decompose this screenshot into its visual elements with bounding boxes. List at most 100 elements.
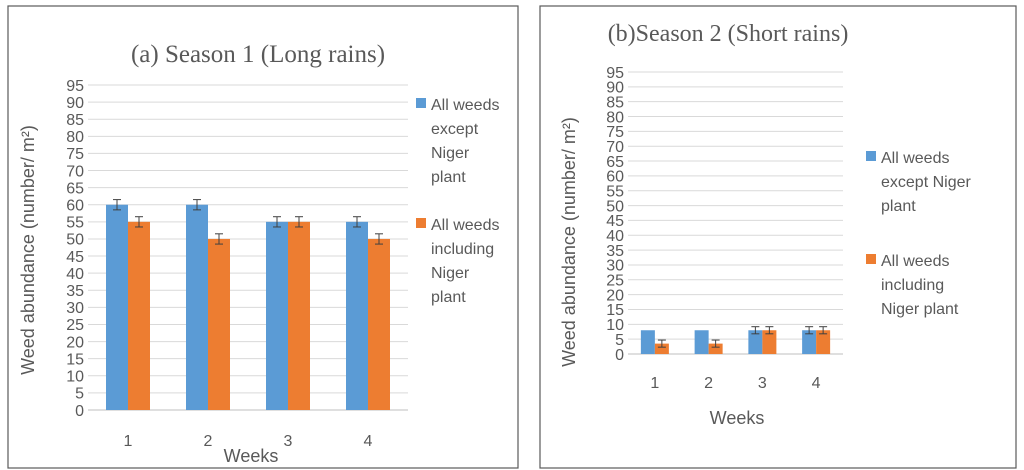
y-tick-label: 40 — [66, 266, 84, 283]
y-tick-label: 90 — [606, 80, 624, 97]
legend-label-series2: Niger plant — [881, 301, 959, 318]
y-tick-label: 90 — [66, 95, 84, 112]
bar-series1-week4 — [802, 330, 817, 354]
bar-series1-week3 — [748, 330, 763, 354]
y-tick-label: 20 — [606, 287, 624, 304]
chart-a-x-ticks: 1 2 3 4 — [124, 433, 373, 450]
y-tick-label: 75 — [66, 146, 84, 163]
legend-label-series2: including — [881, 277, 944, 294]
y-tick-label: 15 — [606, 302, 624, 319]
x-tick-label: 1 — [650, 375, 659, 392]
y-tick-label: 95 — [606, 65, 624, 82]
bar-series2-week4 — [368, 238, 390, 410]
bar-series2-week3 — [762, 330, 777, 354]
x-tick-label: 4 — [812, 375, 821, 392]
y-tick-label: 5 — [615, 332, 624, 349]
y-tick-label: 35 — [606, 243, 624, 260]
bar-series1-week2 — [186, 204, 208, 410]
chart-a-y-axis-label: Weed abundance (number/ m²) — [18, 125, 38, 375]
y-tick-label: 85 — [66, 112, 84, 129]
y-tick-label: 70 — [606, 139, 624, 156]
legend-label-series1: All weeds — [881, 150, 949, 167]
bar-series2-week2 — [708, 343, 723, 354]
chart-a-bars — [106, 199, 390, 410]
legend-label-series1: plant — [881, 198, 916, 215]
bar-series1-week1 — [640, 330, 655, 354]
legend-label-series1: Niger — [431, 145, 470, 162]
y-tick-label: 10 — [606, 317, 624, 334]
chart-a-title: (a) Season 1 (Long rains) — [131, 41, 385, 68]
y-tick-label: 65 — [66, 180, 84, 197]
legend-swatch-series2 — [866, 254, 876, 264]
legend-label-series2: including — [431, 241, 494, 258]
bar-series2-week1 — [128, 221, 150, 410]
y-tick-label: 20 — [66, 334, 84, 351]
y-tick-label: 80 — [66, 129, 84, 146]
y-tick-label: 15 — [66, 351, 84, 368]
legend-label-series1: except Niger — [881, 174, 971, 191]
chart-b-legend: All weeds except Niger plant All weeds inclu… — [866, 150, 971, 318]
x-tick-label: 4 — [364, 433, 373, 450]
y-tick-label: 25 — [66, 317, 84, 334]
chart-b-y-axis-label: Weed abundance (number/ m²) — [559, 117, 579, 367]
legend-label-series1: plant — [431, 169, 466, 186]
bar-series1-week3 — [266, 221, 288, 410]
bar-series1-week2 — [694, 330, 709, 354]
legend-label-series2: All weeds — [431, 217, 499, 234]
legend-label-series1: All weeds — [431, 97, 499, 114]
chart-a-border — [7, 5, 519, 469]
chart-b-x-ticks: 1 2 3 4 — [650, 375, 820, 392]
y-tick-label: 55 — [66, 215, 84, 232]
y-tick-label: 95 — [66, 78, 84, 95]
y-tick-label: 60 — [66, 197, 84, 214]
legend-swatch-series2 — [416, 218, 426, 228]
bar-series2-week3 — [288, 221, 310, 410]
y-tick-label: 40 — [606, 228, 624, 245]
y-tick-label: 5 — [75, 386, 84, 403]
bar-series2-week4 — [816, 330, 831, 354]
chart-a-legend: All weeds except Niger plant All weeds includ… — [416, 97, 499, 306]
bar-series1-week4 — [346, 221, 368, 410]
y-tick-label: 25 — [606, 273, 624, 290]
chart-b-x-axis-label: Weeks — [710, 408, 765, 428]
legend-label-series2: plant — [431, 289, 466, 306]
x-tick-label: 3 — [758, 375, 767, 392]
y-tick-label: 0 — [615, 347, 624, 364]
y-tick-label: 10 — [66, 369, 84, 386]
x-tick-label: 1 — [124, 433, 133, 450]
y-tick-label: 75 — [606, 124, 624, 141]
y-tick-label: 45 — [606, 213, 624, 230]
chart-b: (b)Season 2 (Short rains) Weed abundance… — [539, 5, 1017, 469]
chart-b-border — [539, 5, 1017, 469]
legend-swatch-series1 — [416, 98, 426, 108]
y-tick-label: 30 — [606, 258, 624, 275]
x-tick-label: 3 — [284, 433, 293, 450]
chart-b-bars — [640, 326, 831, 354]
y-tick-label: 0 — [75, 403, 84, 420]
y-tick-label: 45 — [66, 249, 84, 266]
legend-label-series1: except — [431, 121, 479, 138]
y-tick-label: 50 — [66, 232, 84, 249]
x-tick-label: 2 — [204, 433, 213, 450]
chart-a-x-axis-label: Weeks — [224, 446, 279, 466]
y-tick-label: 65 — [606, 154, 624, 171]
y-tick-label: 55 — [606, 183, 624, 200]
bar-series2-week2 — [208, 238, 230, 410]
legend-swatch-series1 — [866, 151, 876, 161]
y-tick-label: 30 — [66, 300, 84, 317]
y-tick-label: 50 — [606, 198, 624, 215]
y-tick-label: 35 — [66, 283, 84, 300]
chart-b-title: (b)Season 2 (Short rains) — [608, 21, 849, 47]
chart-a: (a) Season 1 (Long rains) Weed abundance… — [7, 5, 519, 469]
y-tick-label: 80 — [606, 109, 624, 126]
x-tick-label: 2 — [704, 375, 713, 392]
bar-series2-week1 — [654, 343, 669, 354]
y-tick-label: 85 — [606, 94, 624, 111]
legend-label-series2: Niger — [431, 265, 470, 282]
legend-label-series2: All weeds — [881, 253, 949, 270]
bar-series1-week1 — [106, 204, 128, 410]
y-tick-label: 70 — [66, 163, 84, 180]
